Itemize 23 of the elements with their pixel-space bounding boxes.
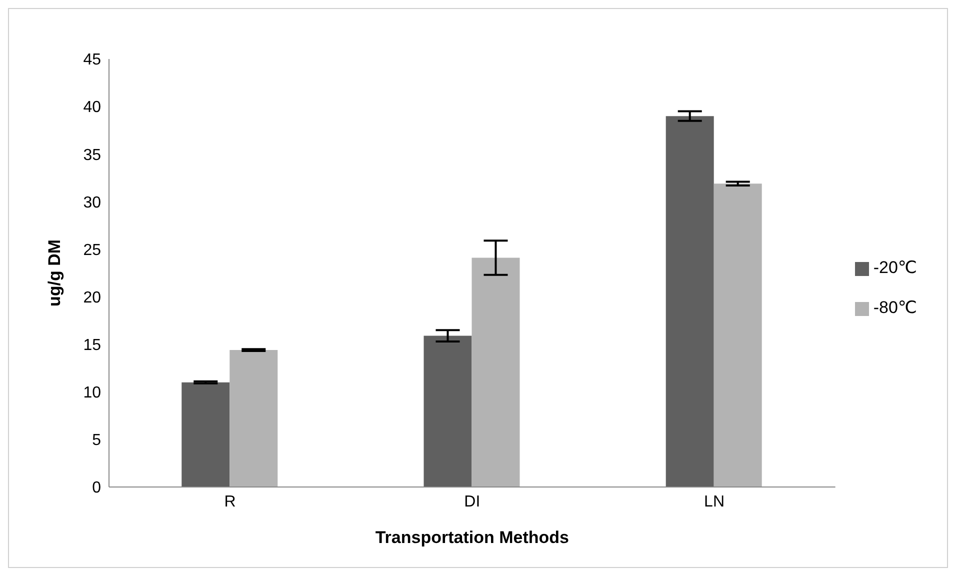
bar (472, 258, 520, 487)
y-tick-label: 15 (83, 337, 102, 354)
legend-label: -20℃ (873, 258, 917, 277)
y-tick-label: 0 (92, 480, 102, 497)
x-tick-label: LN (704, 493, 724, 510)
y-axis-title: ug/g DM (45, 239, 64, 307)
bar (666, 116, 714, 487)
legend-label: -80℃ (873, 298, 917, 317)
y-tick-label: 30 (83, 194, 102, 212)
y-tick-label: 45 (83, 52, 102, 69)
y-tick-label: 20 (83, 289, 102, 306)
x-tick-label: DI (464, 493, 480, 510)
y-tick-label: 25 (83, 242, 102, 259)
bar (230, 350, 278, 487)
bar (424, 336, 472, 487)
y-tick-label: 40 (83, 99, 102, 116)
bar (182, 382, 230, 487)
x-tick-label: R (224, 493, 236, 510)
bar (714, 184, 762, 487)
x-axis-title: Transportation Methods (375, 528, 569, 547)
y-tick-label: 35 (83, 146, 102, 164)
y-tick-label: 10 (83, 384, 102, 402)
y-tick-label: 5 (92, 432, 102, 450)
